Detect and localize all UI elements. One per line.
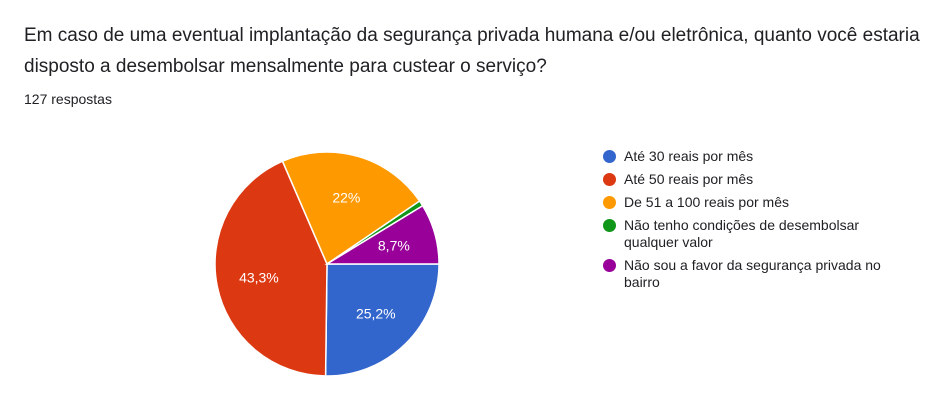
legend-label: Não tenho condições de desembolsar qualq… bbox=[624, 217, 860, 250]
legend-label: Até 30 reais por mês bbox=[624, 148, 754, 164]
legend-label: Até 50 reais por mês bbox=[624, 171, 754, 187]
legend-dot-icon bbox=[603, 219, 616, 232]
pie-slice[interactable] bbox=[324, 204, 440, 265]
legend-item[interactable]: Não sou a favor da segurança privada no … bbox=[603, 257, 913, 291]
legend-dot-icon bbox=[603, 173, 616, 186]
pie-slice[interactable] bbox=[214, 160, 328, 377]
legend-item[interactable]: Até 50 reais por mês bbox=[603, 171, 913, 188]
slice-label: 43,3% bbox=[239, 270, 279, 286]
response-count: 127 respostas bbox=[24, 91, 112, 107]
legend-item[interactable]: Até 30 reais por mês bbox=[603, 148, 913, 165]
legend-item[interactable]: De 51 a 100 reais por mês bbox=[603, 194, 913, 211]
legend-item[interactable]: Não tenho condições de desembolsar qualq… bbox=[603, 217, 913, 251]
pie-slice[interactable] bbox=[281, 151, 421, 266]
pie-slice[interactable] bbox=[324, 263, 440, 377]
legend-dot-icon bbox=[603, 196, 616, 209]
question-title: Em caso de uma eventual implantação da s… bbox=[24, 25, 920, 77]
legend-dot-icon bbox=[603, 259, 616, 272]
legend-label: Não sou a favor da segurança privada no … bbox=[624, 257, 881, 290]
slice-label: 25,2% bbox=[356, 305, 396, 321]
legend-label: De 51 a 100 reais por mês bbox=[624, 194, 789, 210]
slice-label: 8,7% bbox=[378, 237, 410, 253]
chart-legend: Até 30 reais por mês Até 50 reais por mês… bbox=[603, 148, 913, 297]
slice-label: 22% bbox=[332, 189, 360, 205]
legend-dot-icon bbox=[603, 150, 616, 163]
